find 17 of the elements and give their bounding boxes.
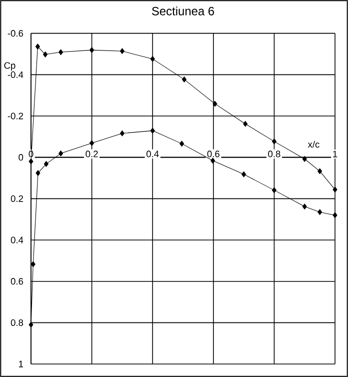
y-tick-label: 0.8 bbox=[10, 319, 24, 326]
x-axis-title: x/c bbox=[308, 140, 320, 148]
x-tick-label: 0.6 bbox=[207, 150, 220, 158]
y-tick-label: 0.4 bbox=[10, 236, 24, 244]
y-tick-label: -0.4 bbox=[8, 71, 24, 78]
x-tick-label: 1 bbox=[333, 150, 338, 158]
y-tick-label: -0.6 bbox=[8, 30, 24, 37]
y-tick-label: 1 bbox=[19, 360, 24, 368]
chart-title: Sectiunea 6 bbox=[152, 6, 214, 16]
x-tick-label: 0.8 bbox=[268, 150, 280, 158]
y-axis-title: Cp bbox=[4, 62, 16, 71]
x-tick-label: 0.2 bbox=[86, 150, 98, 158]
y-tick-label: 0.6 bbox=[10, 278, 24, 285]
y-tick-label: 0.2 bbox=[10, 195, 24, 202]
x-tick-label: 0 bbox=[28, 150, 34, 158]
x-tick-label: 0.4 bbox=[146, 150, 159, 158]
y-tick-label: -0.2 bbox=[8, 112, 24, 120]
